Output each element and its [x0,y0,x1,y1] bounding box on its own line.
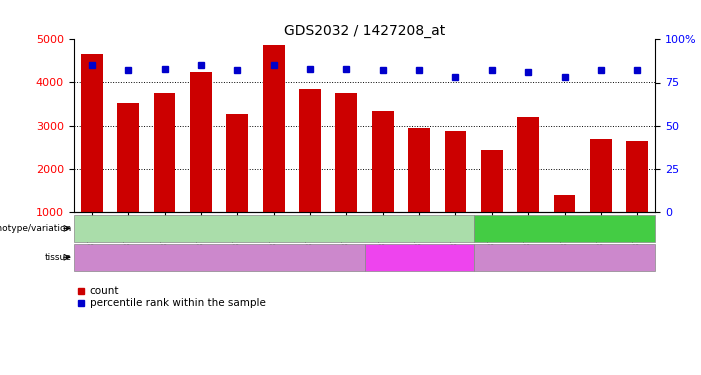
Bar [226,114,248,212]
Text: metanephric mesenchyme: metanephric mesenchyme [149,252,289,262]
Bar [408,128,430,212]
Bar [481,150,503,212]
Bar [154,93,175,212]
Text: HoxA11 HoxD11 null: HoxA11 HoxD11 null [511,224,618,233]
Bar [444,131,466,212]
Bar [554,195,576,212]
Bar [263,45,285,212]
Title: GDS2032 / 1427208_at: GDS2032 / 1427208_at [284,24,445,38]
Bar [336,93,358,212]
Bar [81,54,102,212]
Text: percentile rank within the sample: percentile rank within the sample [90,298,266,307]
Text: metanephric mesenchyme: metanephric mesenchyme [495,252,634,262]
Text: wild type: wild type [250,224,297,233]
Bar [299,89,321,212]
Bar [590,140,612,212]
Bar [372,111,394,212]
Text: tissue: tissue [45,253,72,262]
Bar [627,141,648,212]
Bar [117,103,139,212]
Text: count: count [90,286,119,296]
Bar [517,117,539,212]
Text: genotype/variation: genotype/variation [0,224,72,233]
Text: ureteric bud: ureteric bud [387,252,451,262]
Bar [190,72,212,212]
